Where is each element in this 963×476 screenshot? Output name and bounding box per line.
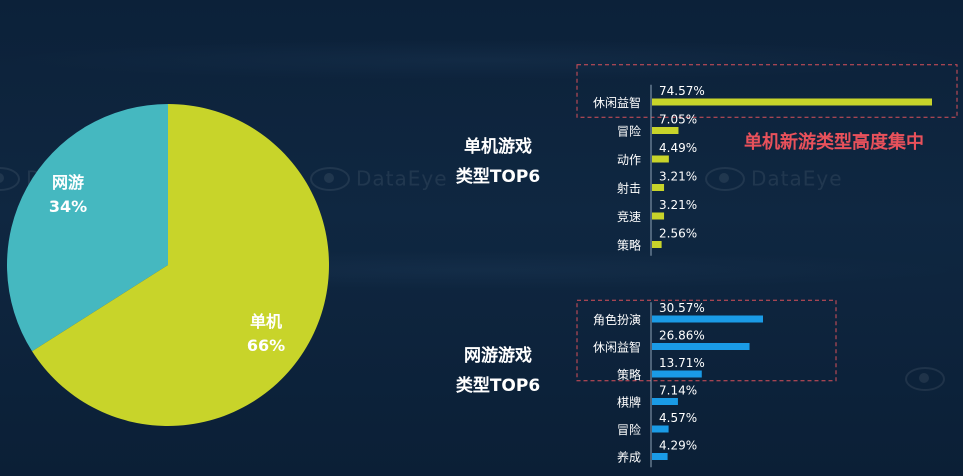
section-title: 类型TOP6 (456, 166, 540, 187)
bar (652, 343, 750, 350)
category-label: 角色扮演 (593, 312, 641, 327)
bar (652, 98, 932, 106)
bar (652, 155, 669, 163)
highlight-box (576, 64, 958, 118)
watermark: DataEye (310, 165, 448, 191)
pie-slice-name: 单机 (250, 312, 282, 331)
bar (652, 184, 665, 191)
bar (652, 453, 668, 460)
eye-icon (905, 366, 945, 391)
watermark: DataEye (705, 165, 843, 191)
highlight-box (576, 299, 837, 382)
value-label: 13.71% (659, 356, 705, 370)
category-label: 冒险 (617, 422, 641, 437)
eye-icon (705, 166, 745, 191)
category-label: 冒险 (617, 124, 641, 139)
value-label: 7.05% (659, 113, 697, 127)
pie-slice-percent: 66% (247, 336, 285, 355)
category-label: 养成 (617, 450, 641, 465)
annotation-text: 单机新游类型高度集中 (744, 131, 924, 153)
section-title: 网游游戏 (464, 345, 532, 366)
pie-slice (32, 104, 329, 426)
pie-slice-name: 网游 (52, 173, 84, 192)
pie-slice-percent: 34% (49, 197, 87, 216)
bar (652, 370, 702, 378)
value-label: 3.21% (659, 198, 697, 212)
value-label: 3.21% (659, 170, 697, 184)
value-label: 74.57% (659, 84, 705, 98)
bar (652, 425, 669, 433)
value-label: 7.14% (659, 384, 697, 398)
value-label: 4.29% (659, 439, 697, 453)
pie-chart: 网游 34% 单机 66% (6, 104, 329, 426)
value-label: 4.49% (659, 141, 697, 155)
value-label: 2.56% (659, 227, 697, 241)
bar (652, 398, 678, 405)
value-label: 30.57% (659, 301, 705, 315)
bar (652, 212, 665, 220)
category-label: 休闲益智 (593, 340, 641, 355)
eye-icon (310, 166, 350, 191)
section-title: 单机游戏 (464, 136, 532, 157)
category-label: 棋牌 (617, 396, 641, 410)
category-label: 策略 (617, 367, 641, 382)
bar (652, 241, 662, 248)
category-label: 动作 (617, 153, 641, 167)
watermark (905, 365, 951, 391)
pie-slice (6, 104, 168, 352)
value-label: 4.57% (659, 411, 697, 425)
value-label: 26.86% (659, 329, 705, 343)
category-label: 休闲益智 (593, 95, 641, 110)
category-label: 射击 (617, 181, 641, 196)
section-title: 类型TOP6 (456, 375, 540, 396)
bar (652, 127, 679, 134)
background-wave (0, 40, 963, 80)
category-label: 竞速 (617, 210, 641, 224)
category-label: 策略 (617, 238, 641, 253)
bar (652, 315, 763, 323)
